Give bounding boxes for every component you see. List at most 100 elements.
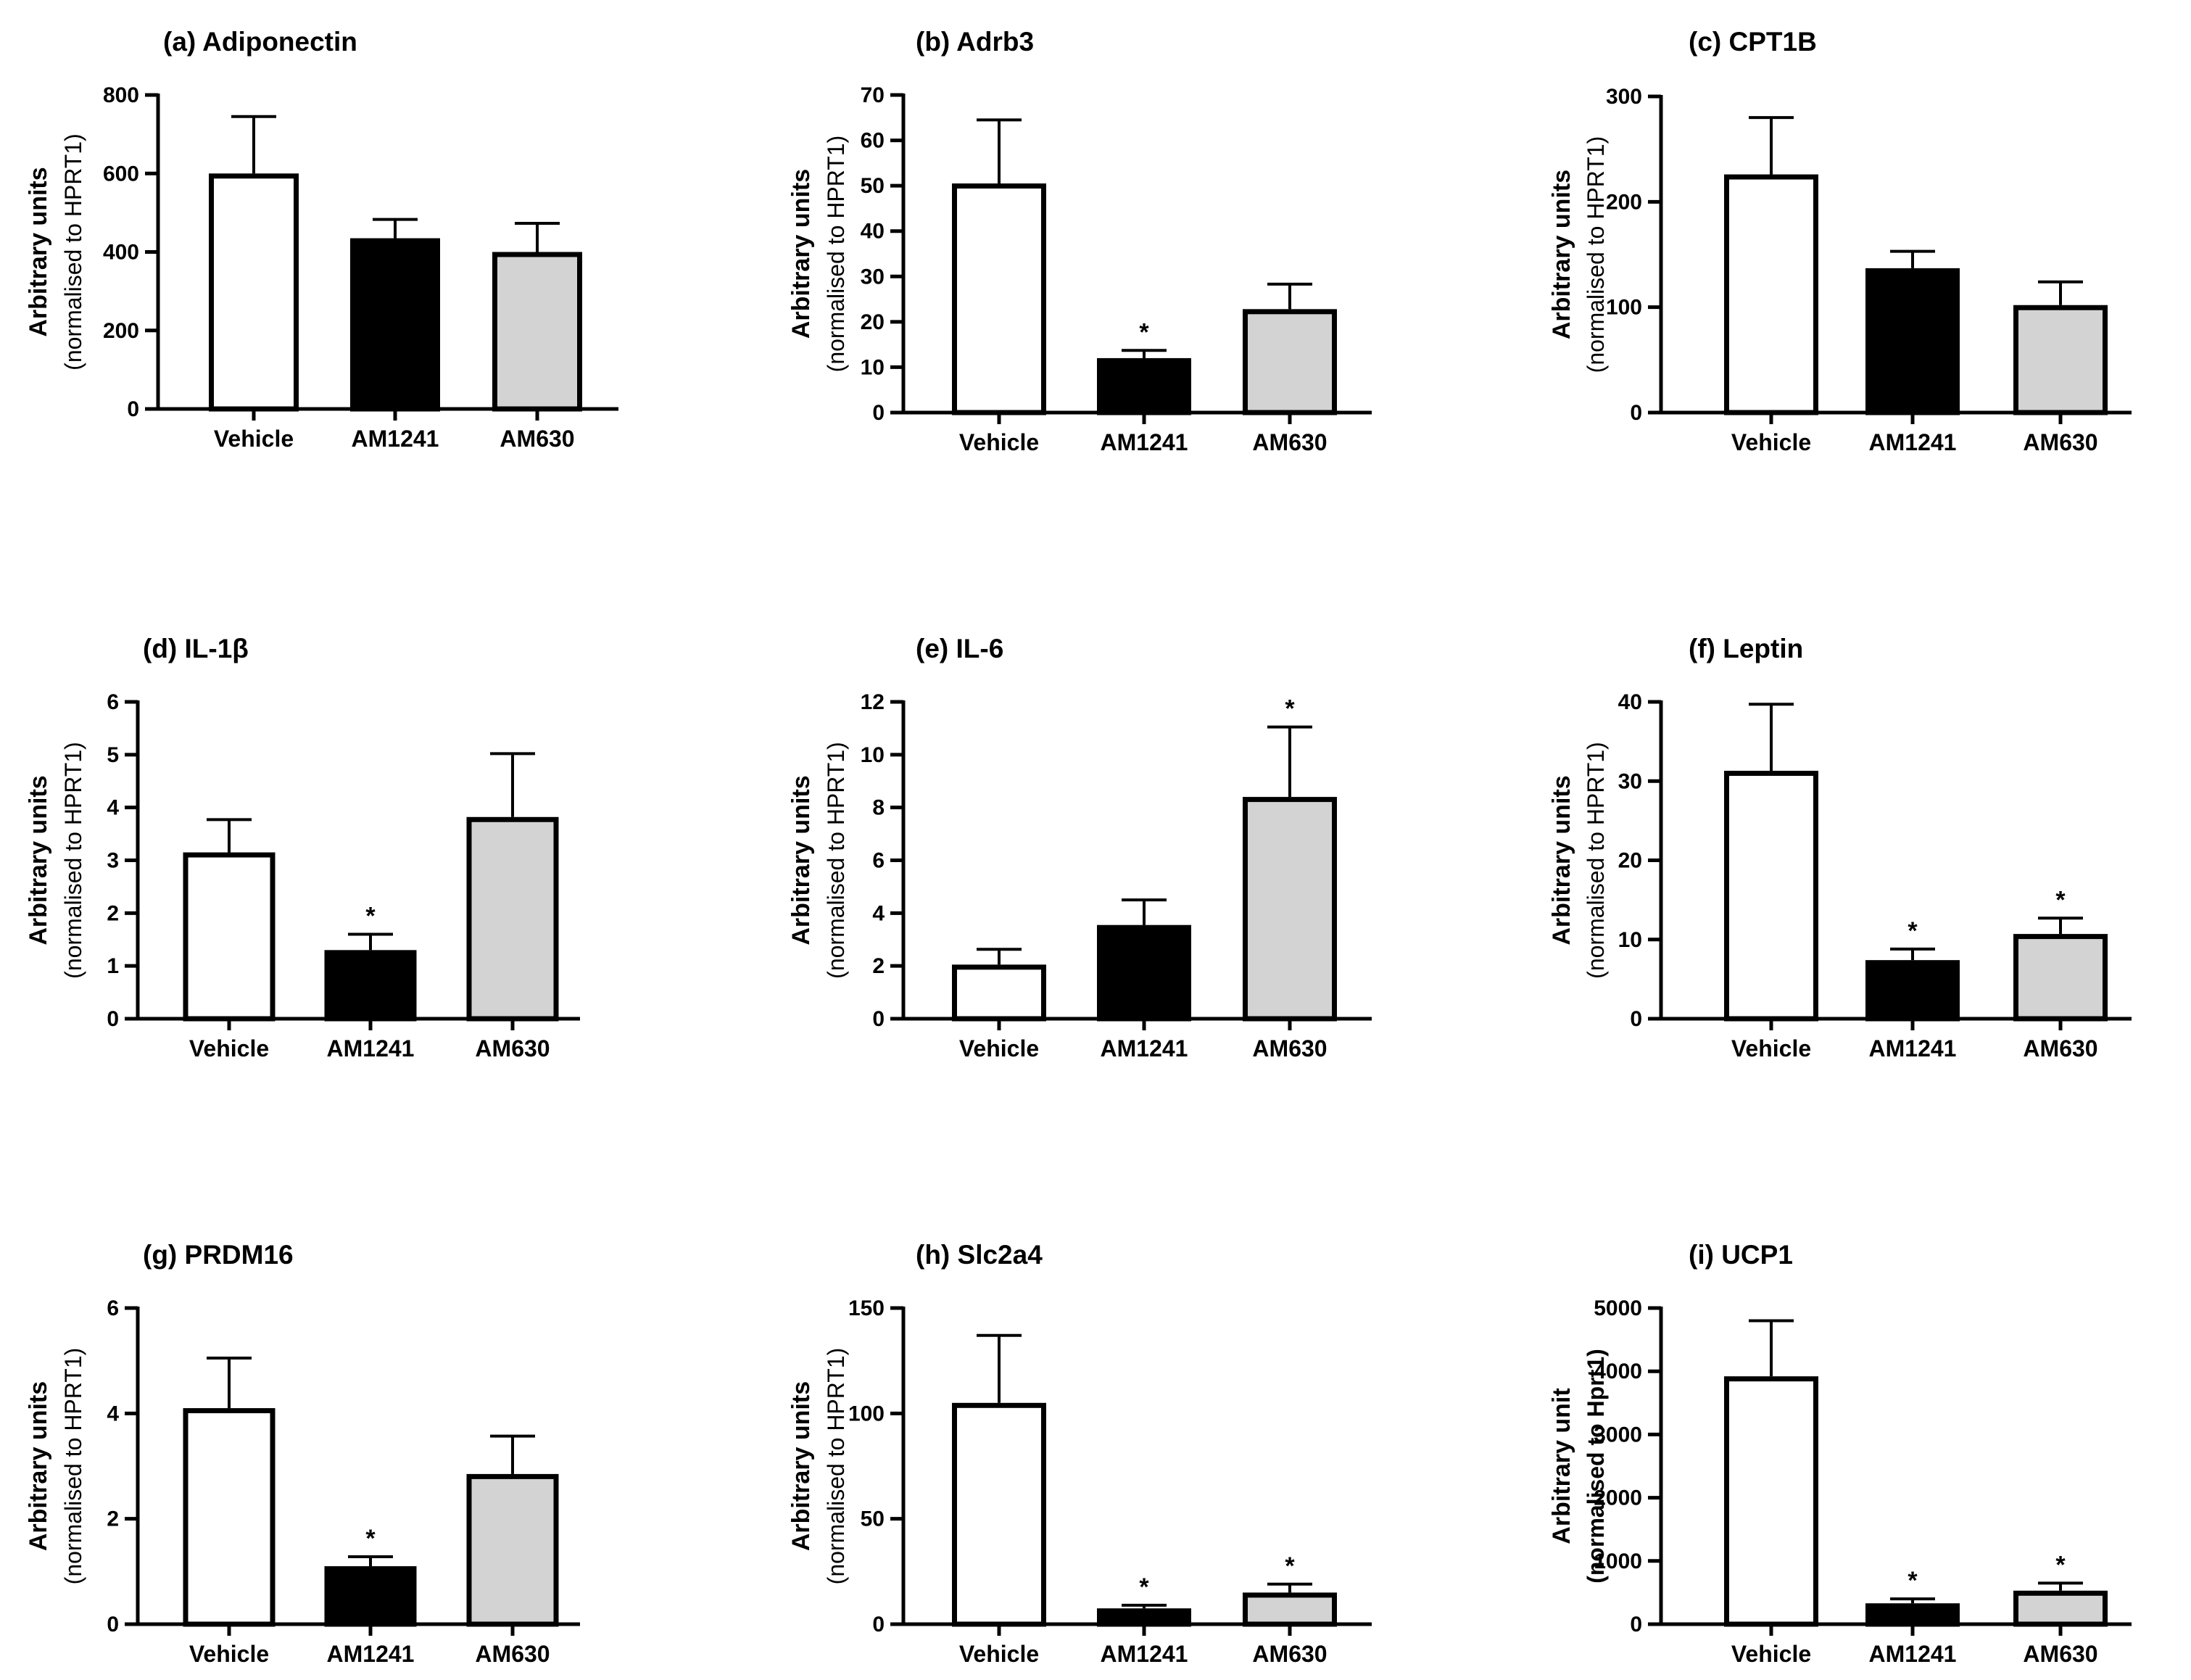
panel-title: (h) Slc2a4 (916, 1240, 1043, 1270)
y-tick-label: 60 (861, 129, 885, 153)
x-tick-label: Vehicle (189, 1641, 269, 1667)
y-axis-label: Arbitrary unit (1548, 1388, 1575, 1544)
significance-marker: * (2055, 1551, 2066, 1578)
bar-am630 (1243, 309, 1337, 415)
y-axis-sublabel: (normalised to HPRT1) (823, 1348, 849, 1585)
bar-am630 (2013, 934, 2108, 1022)
y-tick-label: 5 (107, 743, 119, 767)
y-tick-label: 200 (103, 319, 139, 343)
x-tick-label: Vehicle (959, 1035, 1039, 1062)
chart-panel-8: (h) Slc2a4 Arbitrary units (normalised to … (787, 1240, 1372, 1667)
y-tick-label: 600 (103, 162, 139, 186)
x-tick-label: AM1241 (1869, 1641, 1957, 1667)
bar-am1241 (324, 950, 417, 1022)
panel-title: (a) Adiponectin (163, 27, 357, 57)
y-tick-label: 400 (103, 241, 139, 265)
y-axis-sublabel: (normalised to HPRT1) (60, 133, 86, 371)
bar-vehicle (1724, 1376, 1818, 1627)
y-axis-label: Arbitrary units (25, 775, 52, 945)
x-tick-label: AM630 (2023, 429, 2097, 455)
x-tick-label: AM1241 (352, 426, 439, 452)
y-axis-label: Arbitrary units (1548, 775, 1575, 945)
y-tick-label: 3000 (1594, 1423, 1642, 1447)
y-axis-label: Arbitrary units (1548, 170, 1575, 339)
y-tick-label: 6 (107, 1296, 119, 1320)
y-axis-sublabel: (normalised to HPRT1) (60, 742, 86, 979)
significance-marker: * (365, 902, 376, 930)
y-tick-label: 30 (1618, 769, 1642, 793)
x-tick-label: AM1241 (1101, 1641, 1188, 1667)
bar-vehicle (952, 964, 1046, 1022)
y-tick-label: 2 (107, 1507, 119, 1531)
bar-am1241 (1865, 268, 1960, 415)
y-axis-sublabel: (normalised to HPRT1) (823, 742, 849, 979)
x-tick-label: Vehicle (1731, 429, 1811, 455)
panel-title: (e) IL-6 (916, 634, 1003, 663)
y-tick-label: 20 (861, 310, 885, 334)
y-tick-label: 200 (1606, 190, 1642, 214)
bar-am630 (1243, 797, 1337, 1022)
y-tick-label: 0 (872, 401, 885, 425)
y-tick-label: 8 (872, 796, 885, 820)
y-axis-label: Arbitrary units (25, 1381, 52, 1551)
y-tick-label: 50 (861, 174, 885, 198)
chart-panel-2: (b) Adrb3 Arbitrary units (normalised to H… (787, 27, 1372, 455)
bar-am630 (2013, 1590, 2108, 1627)
bar-am1241 (1097, 357, 1191, 415)
y-tick-label: 0 (1630, 1613, 1642, 1636)
x-tick-label: Vehicle (1731, 1035, 1811, 1062)
y-tick-label: 1000 (1594, 1549, 1642, 1573)
y-tick-label: 70 (861, 83, 885, 107)
y-tick-label: 5000 (1594, 1296, 1642, 1320)
y-tick-label: 12 (861, 690, 885, 714)
significance-marker: * (2055, 886, 2066, 914)
x-tick-label: Vehicle (959, 429, 1039, 455)
y-tick-label: 4000 (1594, 1360, 1642, 1383)
y-axis-sublabel: (normalised to Hprt1) (1583, 1349, 1609, 1584)
panel-title: (f) Leptin (1689, 634, 1803, 663)
y-tick-label: 0 (107, 1613, 119, 1636)
y-tick-label: 0 (872, 1007, 885, 1031)
significance-marker: * (1285, 1552, 1295, 1580)
bar-vehicle (183, 852, 276, 1022)
x-tick-label: AM630 (475, 1035, 550, 1062)
y-tick-label: 50 (861, 1507, 885, 1531)
significance-marker: * (1285, 695, 1295, 723)
significance-marker: * (1139, 318, 1149, 346)
y-tick-label: 4 (107, 1402, 119, 1425)
chart-panel-5: (e) IL-6 Arbitrary units (normalised to HP… (787, 634, 1372, 1062)
bar-vehicle (209, 173, 299, 412)
y-tick-label: 4 (107, 796, 119, 820)
y-tick-label: 100 (848, 1402, 885, 1425)
bar-am630 (2013, 305, 2108, 415)
x-tick-label: AM630 (2023, 1035, 2097, 1062)
x-tick-label: AM1241 (327, 1035, 415, 1062)
y-tick-label: 0 (872, 1613, 885, 1636)
bar-vehicle (1724, 174, 1818, 415)
y-tick-label: 6 (107, 690, 119, 714)
panel-title: (d) IL-1β (143, 634, 249, 663)
y-tick-label: 2 (107, 901, 119, 925)
x-tick-label: Vehicle (214, 426, 294, 452)
bar-am1241 (1865, 1603, 1960, 1627)
x-tick-label: Vehicle (189, 1035, 269, 1062)
chart-panel-9: (i) UCP1 Arbitrary unit (normalised to Hpr… (1548, 1240, 2132, 1667)
x-tick-label: AM630 (475, 1641, 550, 1667)
y-axis-sublabel: (normalised to HPRT1) (823, 136, 849, 373)
bar-am1241 (324, 1566, 417, 1627)
panel-title: (b) Adrb3 (916, 27, 1034, 57)
bar-am630 (492, 252, 582, 412)
bar-am1241 (1865, 960, 1960, 1022)
y-axis-label: Arbitrary units (787, 169, 815, 339)
chart-panel-3: (c) CPT1B Arbitrary units (normalised to H… (1548, 27, 2132, 455)
y-tick-label: 10 (861, 743, 885, 767)
x-tick-label: AM1241 (1869, 1035, 1957, 1062)
bar-vehicle (952, 1402, 1046, 1627)
x-tick-label: AM630 (500, 426, 574, 452)
significance-marker: * (1908, 1567, 1918, 1594)
x-tick-label: Vehicle (959, 1641, 1039, 1667)
x-tick-label: AM630 (2023, 1641, 2097, 1667)
x-tick-label: AM630 (1252, 429, 1327, 455)
y-tick-label: 6 (872, 849, 885, 873)
